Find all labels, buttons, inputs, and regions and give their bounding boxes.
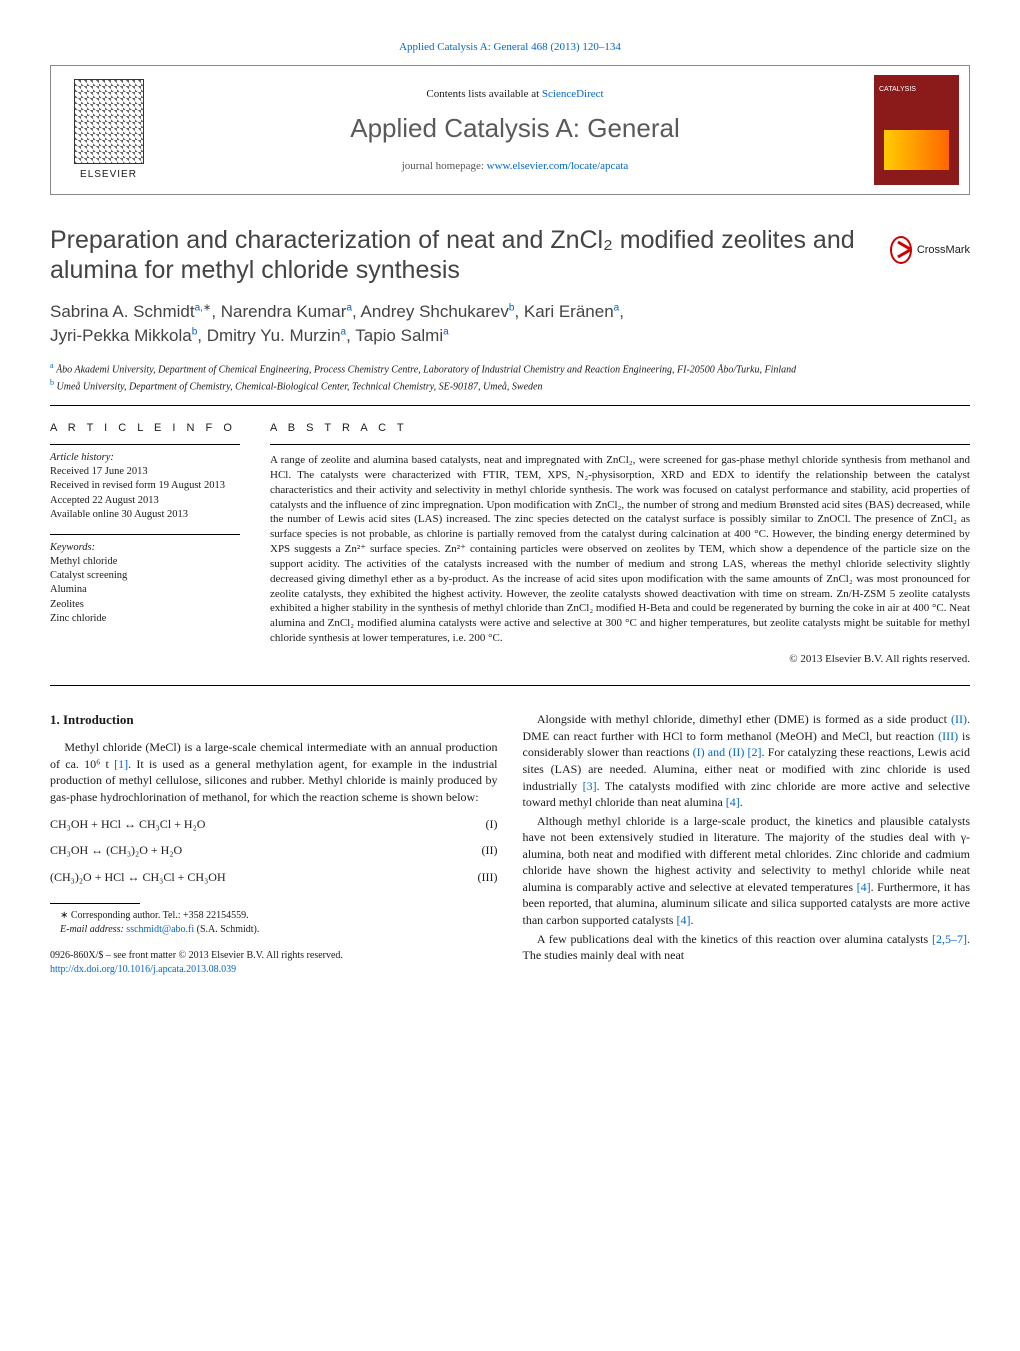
journal-cover: CATALYSIS: [874, 75, 959, 185]
eq-body: CH₃OH ↔ (CH₃)₂O + H₂O: [50, 842, 182, 859]
ref-link[interactable]: [4]: [676, 913, 690, 927]
paragraph: Although methyl chloride is a large-scal…: [523, 813, 971, 929]
received-date: Received 17 June 2013: [50, 465, 250, 479]
online-date: Available online 30 August 2013: [50, 508, 250, 522]
affiliations: a Åbo Akademi University, Department of …: [50, 360, 970, 406]
column-left: 1. Introduction Methyl chloride (MeCl) i…: [50, 711, 498, 977]
aff-sup: b: [50, 378, 54, 387]
text: .: [740, 795, 743, 809]
header-center: Contents lists available at ScienceDirec…: [156, 87, 874, 174]
eq-body: (CH₃)₂O + HCl ↔ CH₃Cl + CH₃OH: [50, 869, 226, 886]
author: , Dmitry Yu. Murzin: [197, 326, 340, 345]
equation: (CH₃)₂O + HCl ↔ CH₃Cl + CH₃OH (III): [50, 869, 498, 886]
eq-num: (I): [486, 816, 498, 833]
abstract-hr: [270, 444, 970, 445]
author-sup: a,: [195, 303, 203, 314]
paragraph: Alongside with methyl chloride, dimethyl…: [523, 711, 971, 810]
abstract-copyright: © 2013 Elsevier B.V. All rights reserved…: [270, 652, 970, 667]
aff-sup: a: [50, 361, 54, 370]
crossmark-badge[interactable]: CrossMark: [890, 230, 970, 270]
paragraph: A few publications deal with the kinetic…: [523, 931, 971, 964]
crossmark-icon: [890, 236, 912, 264]
email-footnote: E-mail address: sschmidt@abo.fi (S.A. Sc…: [50, 923, 498, 937]
cover-graphic: [884, 130, 949, 170]
front-matter: 0926-860X/$ – see front matter © 2013 El…: [50, 949, 498, 963]
section-header: 1. Introduction: [50, 711, 498, 729]
text: .: [690, 913, 693, 927]
column-right: Alongside with methyl chloride, dimethyl…: [523, 711, 971, 977]
equation: CH₃OH + HCl ↔ CH₃Cl + H₂O (I): [50, 816, 498, 833]
footnote-separator: [50, 903, 140, 904]
cover-title: CATALYSIS: [879, 85, 916, 95]
keyword: Methyl chloride: [50, 555, 250, 569]
ref-link[interactable]: [4]: [857, 880, 871, 894]
eq-num: (II): [482, 842, 498, 859]
author: , Narendra Kumar: [211, 302, 346, 321]
text: Alongside with methyl chloride, dimethyl…: [537, 712, 951, 726]
journal-homepage: journal homepage: www.elsevier.com/locat…: [156, 159, 874, 174]
elsevier-logo: ELSEVIER: [61, 70, 156, 190]
crossmark-label: CrossMark: [917, 243, 970, 258]
contents-line: Contents lists available at ScienceDirec…: [156, 87, 874, 102]
abstract-header: A B S T R A C T: [270, 421, 970, 441]
author: Sabrina A. Schmidt: [50, 302, 195, 321]
info-hr: [50, 534, 240, 535]
ref-link[interactable]: [3]: [583, 779, 597, 793]
title-row: Preparation and characterization of neat…: [50, 225, 970, 285]
corresponding-author: ∗ Corresponding author. Tel.: +358 22154…: [50, 909, 498, 923]
copyright-footer: 0926-860X/$ – see front matter © 2013 El…: [50, 949, 498, 977]
homepage-label: journal homepage:: [402, 160, 487, 172]
keyword: Alumina: [50, 583, 250, 597]
top-citation-link[interactable]: Applied Catalysis A: General 468 (2013) …: [50, 40, 970, 55]
journal-name: Applied Catalysis A: General: [156, 110, 874, 146]
article-title: Preparation and characterization of neat…: [50, 225, 875, 285]
authors: Sabrina A. Schmidta,∗, Narendra Kumara, …: [50, 300, 970, 348]
elsevier-label: ELSEVIER: [80, 168, 137, 182]
keyword: Catalyst screening: [50, 569, 250, 583]
ref-link[interactable]: [1]: [114, 757, 128, 771]
abstract-text: A range of zeolite and alumina based cat…: [270, 453, 970, 646]
author: Jyri-Pekka Mikkola: [50, 326, 192, 345]
homepage-link[interactable]: www.elsevier.com/locate/apcata: [487, 160, 629, 172]
ref-link[interactable]: (III): [938, 729, 958, 743]
author: , Tapio Salmi: [346, 326, 443, 345]
author: , Andrey Shchukarev: [352, 302, 509, 321]
elsevier-tree-icon: [74, 79, 144, 164]
email-suffix: (S.A. Schmidt).: [194, 924, 259, 935]
journal-header: ELSEVIER Contents lists available at Sci…: [50, 65, 970, 195]
keyword: Zeolites: [50, 598, 250, 612]
equation: CH₃OH ↔ (CH₃)₂O + H₂O (II): [50, 842, 498, 859]
abstract: A B S T R A C T A range of zeolite and a…: [270, 421, 970, 668]
email-label: E-mail address:: [60, 924, 126, 935]
info-hr: [50, 444, 240, 445]
eq-num: (III): [478, 869, 498, 886]
article-history: Article history: Received 17 June 2013 R…: [50, 451, 250, 522]
article-info: A R T I C L E I N F O Article history: R…: [50, 421, 270, 668]
email-link[interactable]: sschmidt@abo.fi: [126, 924, 194, 935]
revised-date: Received in revised form 19 August 2013: [50, 479, 250, 493]
ref-link[interactable]: (II): [951, 712, 967, 726]
ref-link[interactable]: [4]: [726, 795, 740, 809]
doi-link[interactable]: http://dx.doi.org/10.1016/j.apcata.2013.…: [50, 964, 236, 975]
article-info-header: A R T I C L E I N F O: [50, 421, 250, 441]
author: , Kari Eränen: [514, 302, 613, 321]
sciencedirect-link[interactable]: ScienceDirect: [542, 88, 604, 100]
eq-body: CH₃OH + HCl ↔ CH₃Cl + H₂O: [50, 816, 205, 833]
ref-link[interactable]: (I) and (II) [2]: [693, 745, 762, 759]
paragraph: Methyl chloride (MeCl) is a large-scale …: [50, 739, 498, 805]
text: A few publications deal with the kinetic…: [537, 932, 932, 946]
keywords: Keywords: Methyl chloride Catalyst scree…: [50, 541, 250, 626]
main-content: 1. Introduction Methyl chloride (MeCl) i…: [50, 711, 970, 977]
keywords-label: Keywords:: [50, 541, 250, 555]
accepted-date: Accepted 22 August 2013: [50, 494, 250, 508]
author-sup: a: [443, 327, 449, 338]
affiliation-b: Umeå University, Department of Chemistry…: [57, 382, 543, 393]
contents-text: Contents lists available at: [426, 88, 541, 100]
info-abstract-row: A R T I C L E I N F O Article history: R…: [50, 421, 970, 687]
author: ,: [619, 302, 624, 321]
keyword: Zinc chloride: [50, 612, 250, 626]
ref-link[interactable]: [2,5–7]: [932, 932, 967, 946]
history-label: Article history:: [50, 451, 250, 465]
affiliation-a: Åbo Akademi University, Department of Ch…: [56, 364, 796, 375]
